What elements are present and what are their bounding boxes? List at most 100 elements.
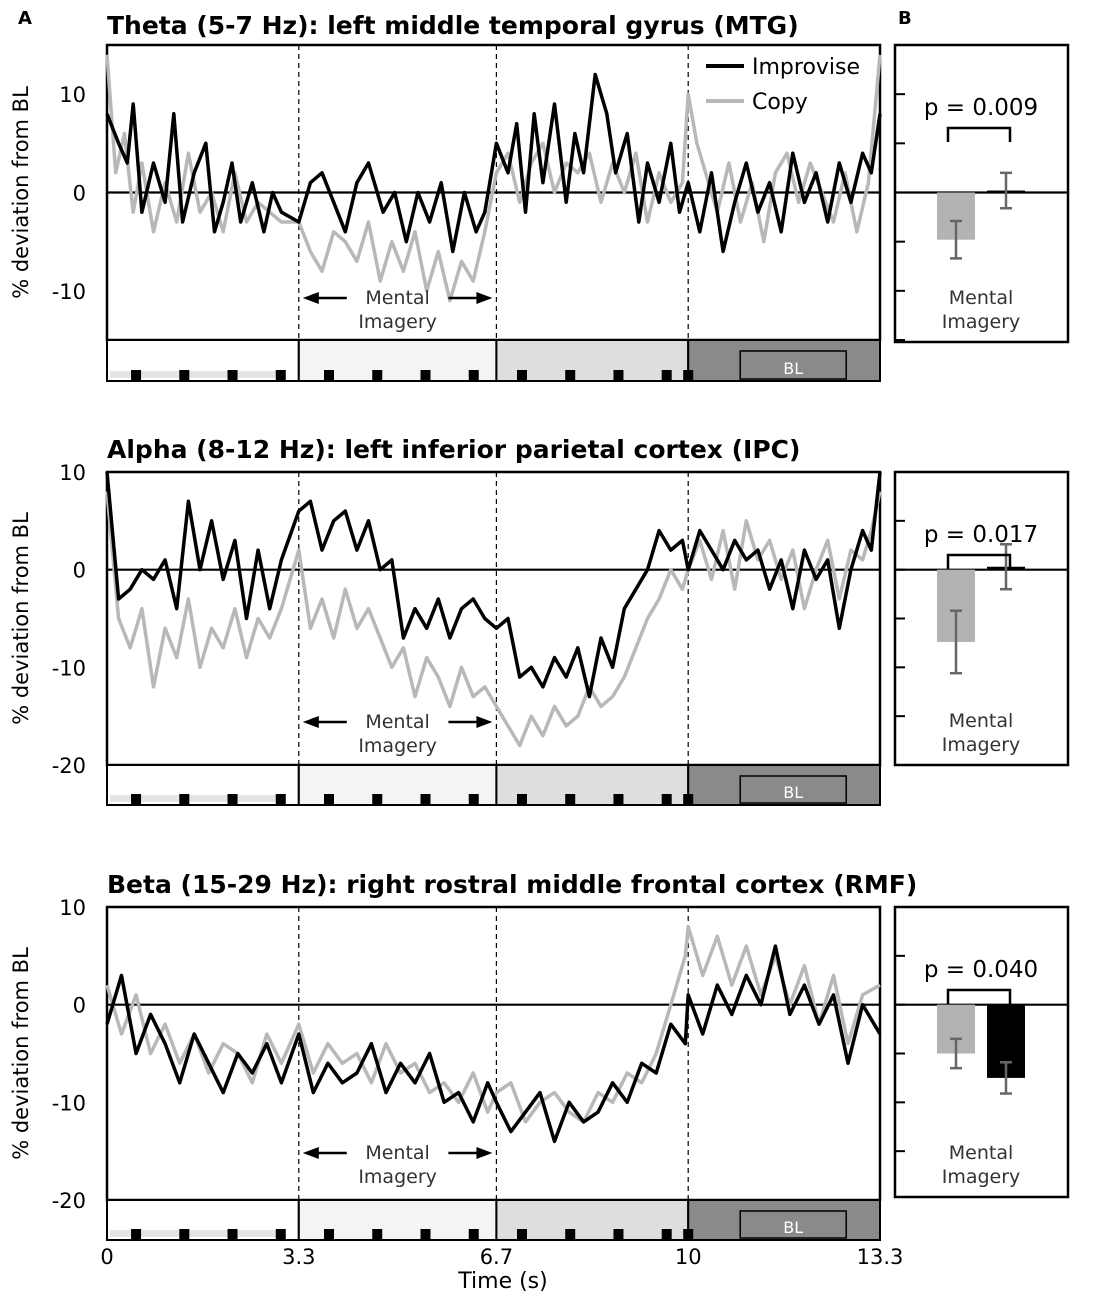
- imagery-label-line2: Imagery: [358, 311, 437, 333]
- epoch-segment-4: [687, 339, 881, 382]
- panels: Theta (5-7 Hz): left middle temporal gyr…: [9, 11, 1070, 1269]
- imagery-arrowhead-left: [302, 292, 319, 304]
- beat-marker: [565, 794, 576, 804]
- beat-marker: [661, 794, 672, 804]
- y-tick-label: -20: [52, 754, 86, 778]
- beat-marker: [565, 1229, 576, 1239]
- beat-marker: [613, 794, 624, 804]
- epoch-band: [110, 1230, 282, 1237]
- beat-marker: [275, 1229, 286, 1239]
- legend-label-copy: Copy: [752, 90, 808, 115]
- y-tick-label: 0: [73, 182, 86, 206]
- beat-marker: [131, 794, 142, 804]
- beat-marker: [324, 1229, 335, 1239]
- beat-marker: [683, 1229, 694, 1239]
- beat-marker: [420, 1229, 431, 1239]
- panel-title: Beta (15-29 Hz): right rostral middle fr…: [107, 870, 917, 899]
- beat-marker: [131, 370, 142, 380]
- inset-title-line1: Mental: [949, 287, 1014, 309]
- imagery-label-line2: Imagery: [358, 1166, 437, 1188]
- panel-title: Theta (5-7 Hz): left middle temporal gyr…: [107, 11, 799, 40]
- series-line-improvise: [105, 944, 882, 1144]
- imagery-arrowhead-left: [302, 716, 319, 728]
- panel-letter-b: B: [898, 8, 912, 29]
- x-tick-label: 10: [675, 1245, 702, 1269]
- imagery-arrowhead-left: [302, 1147, 319, 1159]
- series-line-improvise: [105, 471, 882, 699]
- series-line-copy: [105, 54, 882, 303]
- beat-marker: [613, 370, 624, 380]
- beat-marker: [468, 1229, 479, 1239]
- imagery-arrowhead-right: [476, 1147, 493, 1159]
- epoch-band: [110, 371, 282, 378]
- p-value-label: p = 0.017: [924, 522, 1038, 548]
- beat-marker: [227, 1229, 238, 1239]
- beat-marker: [372, 370, 383, 380]
- inset-title-line2: Imagery: [942, 1166, 1021, 1188]
- beat-marker: [468, 370, 479, 380]
- imagery-label-line1: Mental: [365, 1142, 430, 1164]
- imagery-label-line1: Mental: [365, 287, 430, 309]
- beat-marker: [565, 370, 576, 380]
- imagery-arrowhead-right: [476, 716, 493, 728]
- beat-marker: [131, 1229, 142, 1239]
- beat-marker: [683, 794, 694, 804]
- y-axis-label: % deviation from BL: [9, 86, 33, 299]
- beat-marker: [613, 1229, 624, 1239]
- epoch-segment-4: [687, 764, 881, 806]
- significance-bracket: [946, 553, 1012, 569]
- imagery-arrowhead-right: [476, 292, 493, 304]
- inset-frame: [893, 905, 1070, 1199]
- inset-title-line1: Mental: [949, 1142, 1014, 1164]
- baseline-box: [739, 350, 847, 380]
- epoch-band: [110, 795, 282, 802]
- plot-frame: [105, 905, 882, 1202]
- beat-marker: [420, 370, 431, 380]
- inset-title-line1: Mental: [949, 710, 1014, 732]
- p-value-label: p = 0.009: [924, 95, 1038, 121]
- y-tick-label: 0: [73, 994, 86, 1018]
- baseline-label: BL: [783, 359, 803, 378]
- beat-marker: [227, 794, 238, 804]
- y-tick-label: 10: [59, 461, 86, 485]
- baseline-box: [739, 775, 847, 804]
- beat-marker: [179, 370, 190, 380]
- legend-label-improvise: Improvise: [752, 55, 860, 80]
- inset-title-line2: Imagery: [942, 311, 1021, 333]
- beat-marker: [516, 794, 527, 804]
- beat-marker: [372, 1229, 383, 1239]
- panel-3: Beta (15-29 Hz): right rostral middle fr…: [9, 870, 1070, 1269]
- series-line-copy: [105, 491, 882, 748]
- epoch-segment-4: [687, 1199, 881, 1241]
- beat-marker: [661, 370, 672, 380]
- beat-marker: [372, 794, 383, 804]
- imagery-label-line1: Mental: [365, 711, 430, 733]
- y-tick-label: -10: [52, 280, 86, 304]
- beat-marker: [468, 794, 479, 804]
- significance-bracket: [946, 988, 1012, 1004]
- baseline-box: [739, 1210, 847, 1239]
- beat-marker: [516, 370, 527, 380]
- beat-marker: [179, 794, 190, 804]
- baseline-label: BL: [783, 1218, 803, 1237]
- epoch-segment-3: [495, 764, 690, 806]
- beat-marker: [275, 370, 286, 380]
- y-tick-label: 10: [59, 83, 86, 107]
- y-axis-label: % deviation from BL: [9, 947, 33, 1160]
- significance-bracket: [946, 126, 1012, 142]
- y-tick-label: 0: [73, 559, 86, 583]
- y-tick-label: -10: [52, 1091, 86, 1115]
- beat-marker: [179, 1229, 190, 1239]
- x-tick-label: 13.3: [857, 1245, 904, 1269]
- series-line-improvise: [105, 72, 882, 254]
- plot-frame: [105, 470, 882, 767]
- x-axis-label: Time (s): [457, 1269, 547, 1294]
- imagery-label-line2: Imagery: [358, 735, 437, 757]
- beat-marker: [227, 370, 238, 380]
- y-tick-label: -10: [52, 656, 86, 680]
- p-value-label: p = 0.040: [924, 957, 1038, 983]
- panel-1: Theta (5-7 Hz): left middle temporal gyr…: [9, 11, 1070, 382]
- x-tick-label: 0: [100, 1245, 113, 1269]
- x-tick-label: 6.7: [480, 1245, 513, 1269]
